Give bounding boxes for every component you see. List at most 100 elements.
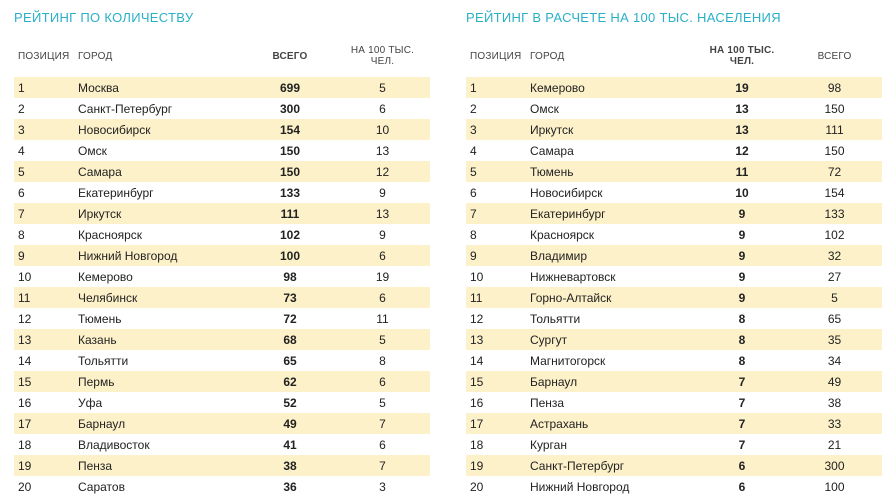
cell-position: 9 [14, 245, 74, 266]
cell-position: 3 [14, 119, 74, 140]
cell-position: 5 [14, 161, 74, 182]
cell-city: Нижний Новгород [74, 245, 245, 266]
cell-other: 13 [335, 203, 430, 224]
cell-emph: 6 [697, 455, 787, 476]
col-header-position: ПОЗИЦИЯ [466, 39, 526, 77]
cell-other: 150 [787, 98, 882, 119]
table-row: 17Астрахань733 [466, 413, 882, 434]
cell-city: Барнаул [74, 413, 245, 434]
cell-city: Казань [74, 329, 245, 350]
cell-emph: 62 [245, 371, 335, 392]
table-row: 8Красноярск1029 [14, 224, 430, 245]
cell-other: 5 [335, 77, 430, 98]
table-row: 20Нижний Новгород6100 [466, 476, 882, 497]
cell-other: 7 [335, 455, 430, 476]
cell-position: 8 [14, 224, 74, 245]
table-row: 18Курган721 [466, 434, 882, 455]
cell-city: Санкт-Петербург [526, 455, 697, 476]
table-row: 16Уфа525 [14, 392, 430, 413]
cell-emph: 65 [245, 350, 335, 371]
cell-position: 7 [466, 203, 526, 224]
cell-city: Кемерово [526, 77, 697, 98]
cell-other: 10 [335, 119, 430, 140]
cell-city: Москва [74, 77, 245, 98]
cell-city: Омск [526, 98, 697, 119]
cell-position: 20 [466, 476, 526, 497]
cell-position: 11 [466, 287, 526, 308]
table-row: 8Красноярск9102 [466, 224, 882, 245]
table-row: 9Владимир932 [466, 245, 882, 266]
cell-emph: 154 [245, 119, 335, 140]
cell-position: 15 [14, 371, 74, 392]
cell-emph: 150 [245, 140, 335, 161]
col-header-city: ГОРОД [526, 39, 697, 77]
cell-position: 18 [466, 434, 526, 455]
cell-emph: 38 [245, 455, 335, 476]
table-row: 12Тюмень7211 [14, 308, 430, 329]
cell-other: 21 [787, 434, 882, 455]
table-row: 6Екатеринбург1339 [14, 182, 430, 203]
cell-emph: 73 [245, 287, 335, 308]
cell-position: 5 [466, 161, 526, 182]
cell-other: 9 [335, 224, 430, 245]
cell-city: Горно-Алтайск [526, 287, 697, 308]
table-row: 5Тюмень1172 [466, 161, 882, 182]
cell-other: 49 [787, 371, 882, 392]
cell-city: Омск [74, 140, 245, 161]
cell-other: 6 [335, 98, 430, 119]
table-row: 5Самара15012 [14, 161, 430, 182]
table-row: 15Пермь626 [14, 371, 430, 392]
cell-emph: 10 [697, 182, 787, 203]
cell-position: 18 [14, 434, 74, 455]
cell-emph: 41 [245, 434, 335, 455]
cell-position: 19 [14, 455, 74, 476]
cell-emph: 68 [245, 329, 335, 350]
col-header-per100k: НА 100 ТЫС. ЧЕЛ. [697, 39, 787, 77]
cell-position: 17 [466, 413, 526, 434]
cell-position: 11 [14, 287, 74, 308]
cell-emph: 8 [697, 329, 787, 350]
table-row: 16Пенза738 [466, 392, 882, 413]
cell-city: Красноярск [74, 224, 245, 245]
cell-city: Курган [526, 434, 697, 455]
cell-other: 72 [787, 161, 882, 182]
cell-city: Тольятти [74, 350, 245, 371]
cell-city: Тюмень [74, 308, 245, 329]
right-column: РЕЙТИНГ В РАСЧЕТЕ НА 100 ТЫС. НАСЕЛЕНИЯ … [466, 10, 882, 497]
cell-emph: 102 [245, 224, 335, 245]
cell-emph: 8 [697, 350, 787, 371]
cell-city: Магнитогорск [526, 350, 697, 371]
table-row: 7Иркутск11113 [14, 203, 430, 224]
cell-city: Астрахань [526, 413, 697, 434]
cell-emph: 111 [245, 203, 335, 224]
cell-city: Владимир [526, 245, 697, 266]
cell-other: 6 [335, 434, 430, 455]
cell-city: Челябинск [74, 287, 245, 308]
cell-city: Сургут [526, 329, 697, 350]
table-row: 19Пенза387 [14, 455, 430, 476]
cell-position: 12 [14, 308, 74, 329]
cell-position: 6 [466, 182, 526, 203]
cell-other: 6 [335, 245, 430, 266]
cell-other: 150 [787, 140, 882, 161]
cell-position: 2 [466, 98, 526, 119]
cell-emph: 11 [697, 161, 787, 182]
cell-city: Кемерово [74, 266, 245, 287]
cell-other: 12 [335, 161, 430, 182]
cell-emph: 9 [697, 245, 787, 266]
cell-other: 34 [787, 350, 882, 371]
cell-city: Новосибирск [74, 119, 245, 140]
table-row: 7Екатеринбург9133 [466, 203, 882, 224]
cell-other: 5 [787, 287, 882, 308]
cell-emph: 7 [697, 371, 787, 392]
table-row: 6Новосибирск10154 [466, 182, 882, 203]
cell-other: 7 [335, 413, 430, 434]
cell-city: Иркутск [526, 119, 697, 140]
cell-position: 7 [14, 203, 74, 224]
cell-city: Пенза [74, 455, 245, 476]
table-row: 14Тольятти658 [14, 350, 430, 371]
cell-other: 111 [787, 119, 882, 140]
cell-city: Барнаул [526, 371, 697, 392]
cell-emph: 13 [697, 98, 787, 119]
cell-other: 154 [787, 182, 882, 203]
